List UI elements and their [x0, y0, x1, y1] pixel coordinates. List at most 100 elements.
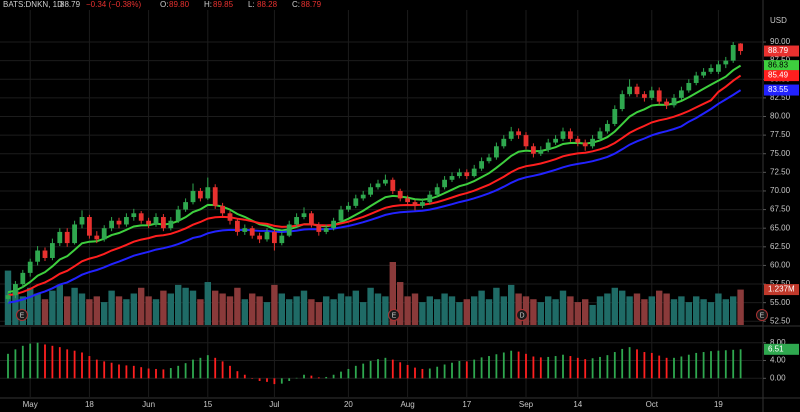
- volume-bar: [182, 287, 189, 325]
- volume-bar: [678, 296, 685, 325]
- oscillator-bar: [147, 368, 150, 379]
- header: BATS:DNKN, 1D 88.79 −0.34 (−0.38%): [3, 0, 141, 9]
- value-box-label: 6.51: [768, 344, 784, 353]
- candle-body: [242, 228, 248, 232]
- candle-body: [5, 295, 11, 299]
- oscillator-bar: [495, 354, 498, 379]
- candle-body: [101, 228, 107, 240]
- volume-bar: [582, 299, 589, 325]
- candle-body: [190, 190, 196, 203]
- oscillator-bar: [443, 364, 446, 379]
- x-tick-label: 17: [462, 400, 471, 409]
- oscillator-bar: [421, 368, 424, 379]
- oscillator-bar: [687, 354, 690, 379]
- oscillator-bar: [317, 377, 320, 379]
- oscillator-bar: [214, 357, 217, 379]
- candle-body: [124, 217, 129, 225]
- oscillator-bar: [7, 353, 9, 379]
- event-marker: [756, 309, 768, 321]
- volume-bar: [641, 299, 648, 325]
- oscillator-bar: [325, 376, 328, 379]
- volume-bar: [693, 296, 700, 325]
- volume-bar: [574, 302, 581, 325]
- volume-bar: [626, 296, 633, 325]
- x-tick-label: 19: [714, 400, 723, 409]
- candle-body: [568, 131, 573, 139]
- volume-bar: [500, 296, 507, 325]
- y-tick-label: 67.50: [770, 205, 791, 214]
- currency: USD: [770, 16, 787, 25]
- candle-body: [131, 213, 137, 218]
- volume-bar: [663, 293, 670, 325]
- oscillator-bar: [636, 349, 638, 379]
- candle-body: [35, 250, 40, 262]
- candle-body: [590, 138, 595, 147]
- volume-bar: [382, 296, 389, 325]
- volume-bar: [49, 290, 56, 325]
- candle-body: [301, 213, 307, 218]
- oscillator-bar: [414, 367, 416, 379]
- ohlc-label: L:: [248, 0, 255, 9]
- oscillator-bar: [717, 350, 720, 379]
- volume-bar: [219, 293, 226, 325]
- volume-bar: [567, 296, 574, 325]
- oscillator-bar: [310, 375, 313, 379]
- volume-bar: [34, 293, 41, 325]
- volume-bar: [212, 290, 219, 325]
- oscillator-bar: [184, 363, 187, 379]
- candle-body: [693, 75, 699, 83]
- oscillator-bar: [458, 360, 461, 379]
- volume-bar: [197, 299, 204, 325]
- volume-bar: [101, 302, 108, 325]
- oscillator-bar: [273, 378, 276, 385]
- volume-bar: [41, 299, 49, 325]
- candle-body: [531, 146, 536, 154]
- oscillator-bar: [480, 357, 483, 379]
- oscillator-bar: [525, 353, 527, 379]
- volume-bar: [552, 299, 559, 325]
- x-tick-label: Jul: [269, 400, 279, 409]
- candle-body: [523, 135, 529, 147]
- event-marker: [388, 309, 400, 321]
- y-tick-label: 72.50: [770, 167, 791, 176]
- candle-body: [279, 235, 285, 244]
- oscillator-bar: [539, 357, 542, 379]
- candle-body: [235, 220, 240, 232]
- volume-bar: [160, 290, 167, 325]
- oscillator-bar: [628, 347, 631, 379]
- oscillator-bar: [510, 350, 513, 379]
- candle-body: [723, 60, 729, 65]
- volume-bar: [204, 282, 211, 325]
- candle-body: [538, 150, 544, 154]
- volume-bar: [308, 299, 315, 325]
- candle-body: [13, 284, 18, 296]
- volume-bar: [241, 299, 248, 325]
- oscillator-bar: [643, 352, 646, 379]
- value-box: [764, 60, 799, 72]
- oscillator-bar: [236, 371, 239, 379]
- volume-bar: [256, 296, 263, 325]
- candle-body: [405, 198, 410, 203]
- volume-bar: [345, 296, 352, 325]
- candle-body: [146, 220, 151, 225]
- candle-body: [264, 231, 270, 240]
- oscillator-bar: [51, 345, 54, 379]
- volume-bar: [115, 296, 123, 325]
- candle-body: [57, 231, 63, 244]
- volume-bar: [352, 290, 359, 325]
- candle-body: [205, 187, 211, 199]
- oscillator-bar: [451, 362, 453, 379]
- x-tick-label: 15: [203, 400, 212, 409]
- volume-bar: [315, 302, 322, 325]
- y-tick-label: 70.00: [770, 186, 791, 195]
- volume-bar: [633, 293, 641, 325]
- ohlc-label: H:: [204, 0, 212, 9]
- event-marker: [16, 309, 28, 321]
- oscillator-bar: [428, 368, 431, 379]
- y-tick-label: 62.50: [770, 242, 791, 251]
- oscillator-bar: [710, 351, 712, 379]
- volume-bar: [515, 293, 522, 325]
- y-tick-label: 75.00: [770, 149, 791, 158]
- y-tick-label: 4.00: [770, 356, 786, 365]
- candle-body: [316, 224, 322, 232]
